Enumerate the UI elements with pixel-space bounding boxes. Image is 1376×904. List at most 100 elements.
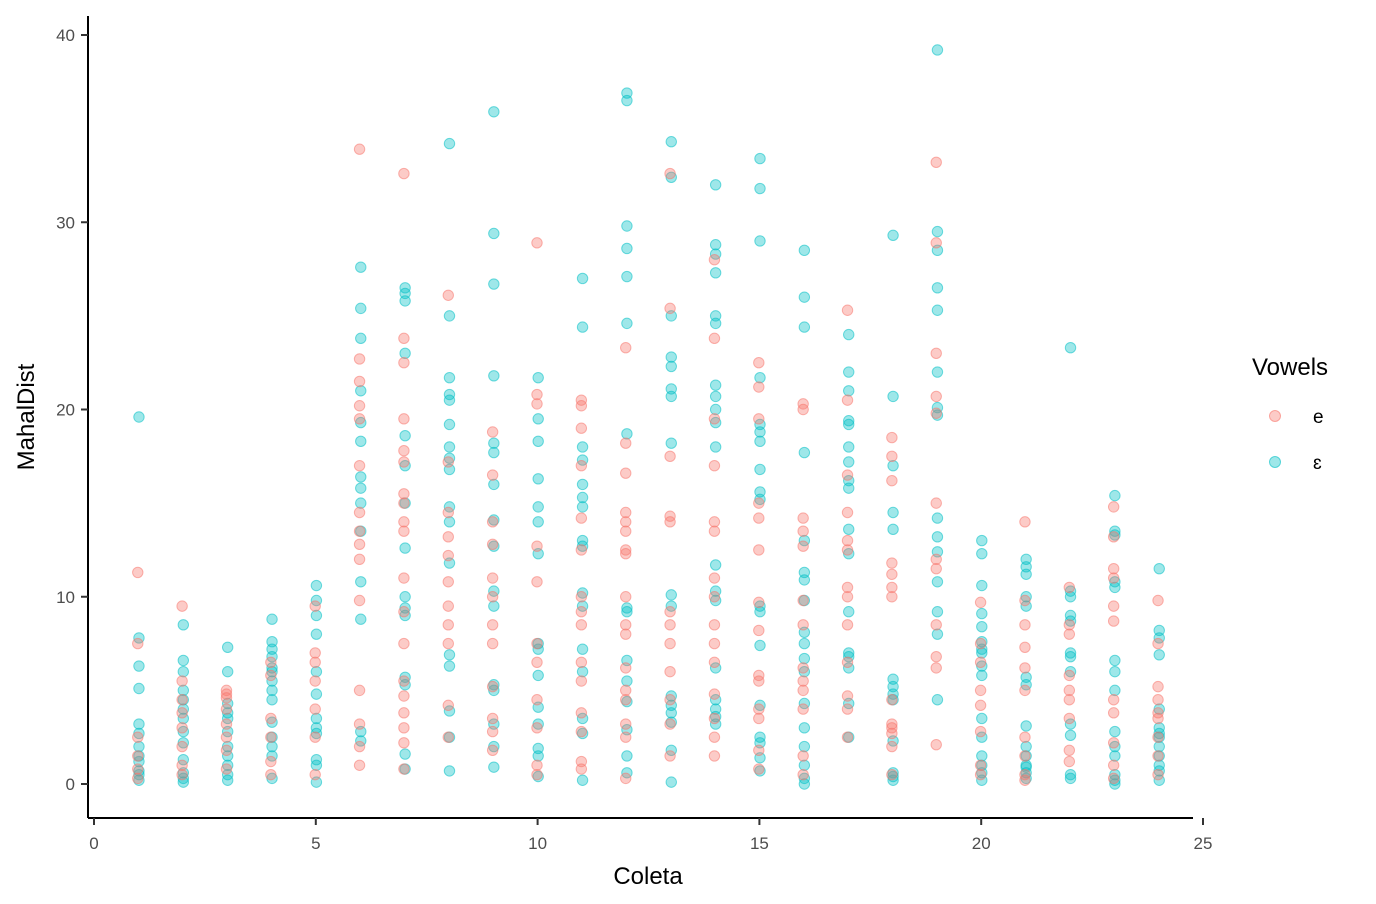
data-point — [931, 282, 944, 294]
data-point — [443, 388, 456, 401]
data-point — [133, 682, 145, 695]
data-point — [265, 755, 277, 768]
data-point — [266, 635, 278, 648]
x-tick-label: 0 — [89, 834, 98, 853]
data-point — [310, 722, 323, 734]
data-point — [976, 712, 988, 725]
data-point — [620, 684, 632, 697]
data-point — [486, 426, 499, 438]
data-point — [974, 637, 987, 650]
data-point — [753, 669, 765, 682]
data-point — [576, 665, 589, 678]
data-point — [398, 763, 410, 775]
data-point — [1152, 768, 1164, 781]
data-point — [309, 675, 321, 687]
data-point — [576, 727, 589, 740]
data-point — [708, 637, 721, 650]
data-point — [532, 371, 544, 384]
data-point — [309, 647, 321, 659]
data-point — [486, 538, 499, 551]
data-point — [575, 591, 588, 603]
data-point — [621, 220, 633, 232]
data-point — [310, 628, 323, 640]
data-point — [399, 282, 411, 294]
data-point — [708, 516, 721, 528]
data-point — [1020, 671, 1032, 683]
data-point — [887, 390, 899, 403]
data-point — [1063, 669, 1076, 682]
data-point — [133, 660, 145, 672]
data-point — [531, 237, 543, 249]
data-point — [398, 707, 410, 719]
data-point — [488, 227, 500, 240]
data-point — [930, 390, 942, 403]
data-point — [798, 566, 811, 579]
data-point — [443, 441, 456, 453]
data-point — [488, 679, 500, 691]
data-point — [886, 431, 898, 444]
data-point — [1153, 740, 1165, 753]
data-point — [488, 278, 500, 290]
data-point — [1107, 707, 1120, 719]
data-point — [887, 229, 899, 242]
data-point — [974, 768, 987, 781]
data-point — [1064, 729, 1077, 742]
data-point — [220, 718, 233, 730]
data-point — [576, 774, 589, 786]
data-point — [575, 544, 588, 556]
data-point — [886, 591, 898, 603]
data-point — [1107, 531, 1120, 543]
data-point — [976, 750, 988, 762]
data-point — [1063, 581, 1076, 594]
data-point — [797, 398, 809, 410]
data-point — [1064, 650, 1077, 663]
data-point — [1063, 694, 1076, 706]
data-point — [1152, 694, 1164, 706]
data-point — [754, 152, 766, 165]
data-point — [887, 506, 899, 519]
data-point — [931, 628, 944, 640]
y-tick-label: 30 — [56, 213, 75, 232]
data-point — [132, 637, 144, 650]
data-point — [443, 137, 456, 150]
data-point — [1152, 731, 1164, 743]
data-point — [841, 731, 854, 743]
data-point — [708, 332, 721, 345]
data-point — [664, 606, 676, 618]
data-point — [1064, 647, 1077, 659]
data-point — [797, 512, 809, 524]
data-point — [886, 722, 898, 734]
data-point — [355, 385, 367, 397]
data-point — [1064, 609, 1077, 622]
legend-key — [1269, 410, 1281, 422]
data-point — [620, 591, 632, 603]
data-point — [442, 699, 454, 712]
data-point — [399, 430, 411, 442]
data-point — [665, 716, 677, 728]
axes-layer — [87, 16, 1193, 819]
data-point — [621, 242, 633, 255]
data-point — [931, 44, 944, 56]
data-point — [443, 516, 456, 528]
data-point — [930, 619, 942, 631]
data-point — [1107, 737, 1120, 749]
data-point — [132, 772, 144, 785]
data-point — [931, 576, 944, 588]
y-tick-label: 10 — [56, 588, 75, 607]
data-point — [709, 441, 722, 453]
data-point — [708, 656, 721, 668]
data-point — [486, 725, 499, 738]
data-point — [841, 656, 854, 668]
data-point — [531, 540, 543, 552]
data-point — [176, 759, 188, 771]
data-point — [665, 351, 677, 363]
data-point — [843, 441, 855, 453]
data-point — [575, 656, 588, 668]
data-point — [1063, 628, 1076, 640]
data-point — [621, 675, 633, 687]
data-point — [176, 722, 188, 734]
data-point — [576, 321, 589, 333]
data-point — [398, 675, 410, 687]
data-point — [1063, 619, 1076, 631]
data-point — [798, 759, 811, 771]
